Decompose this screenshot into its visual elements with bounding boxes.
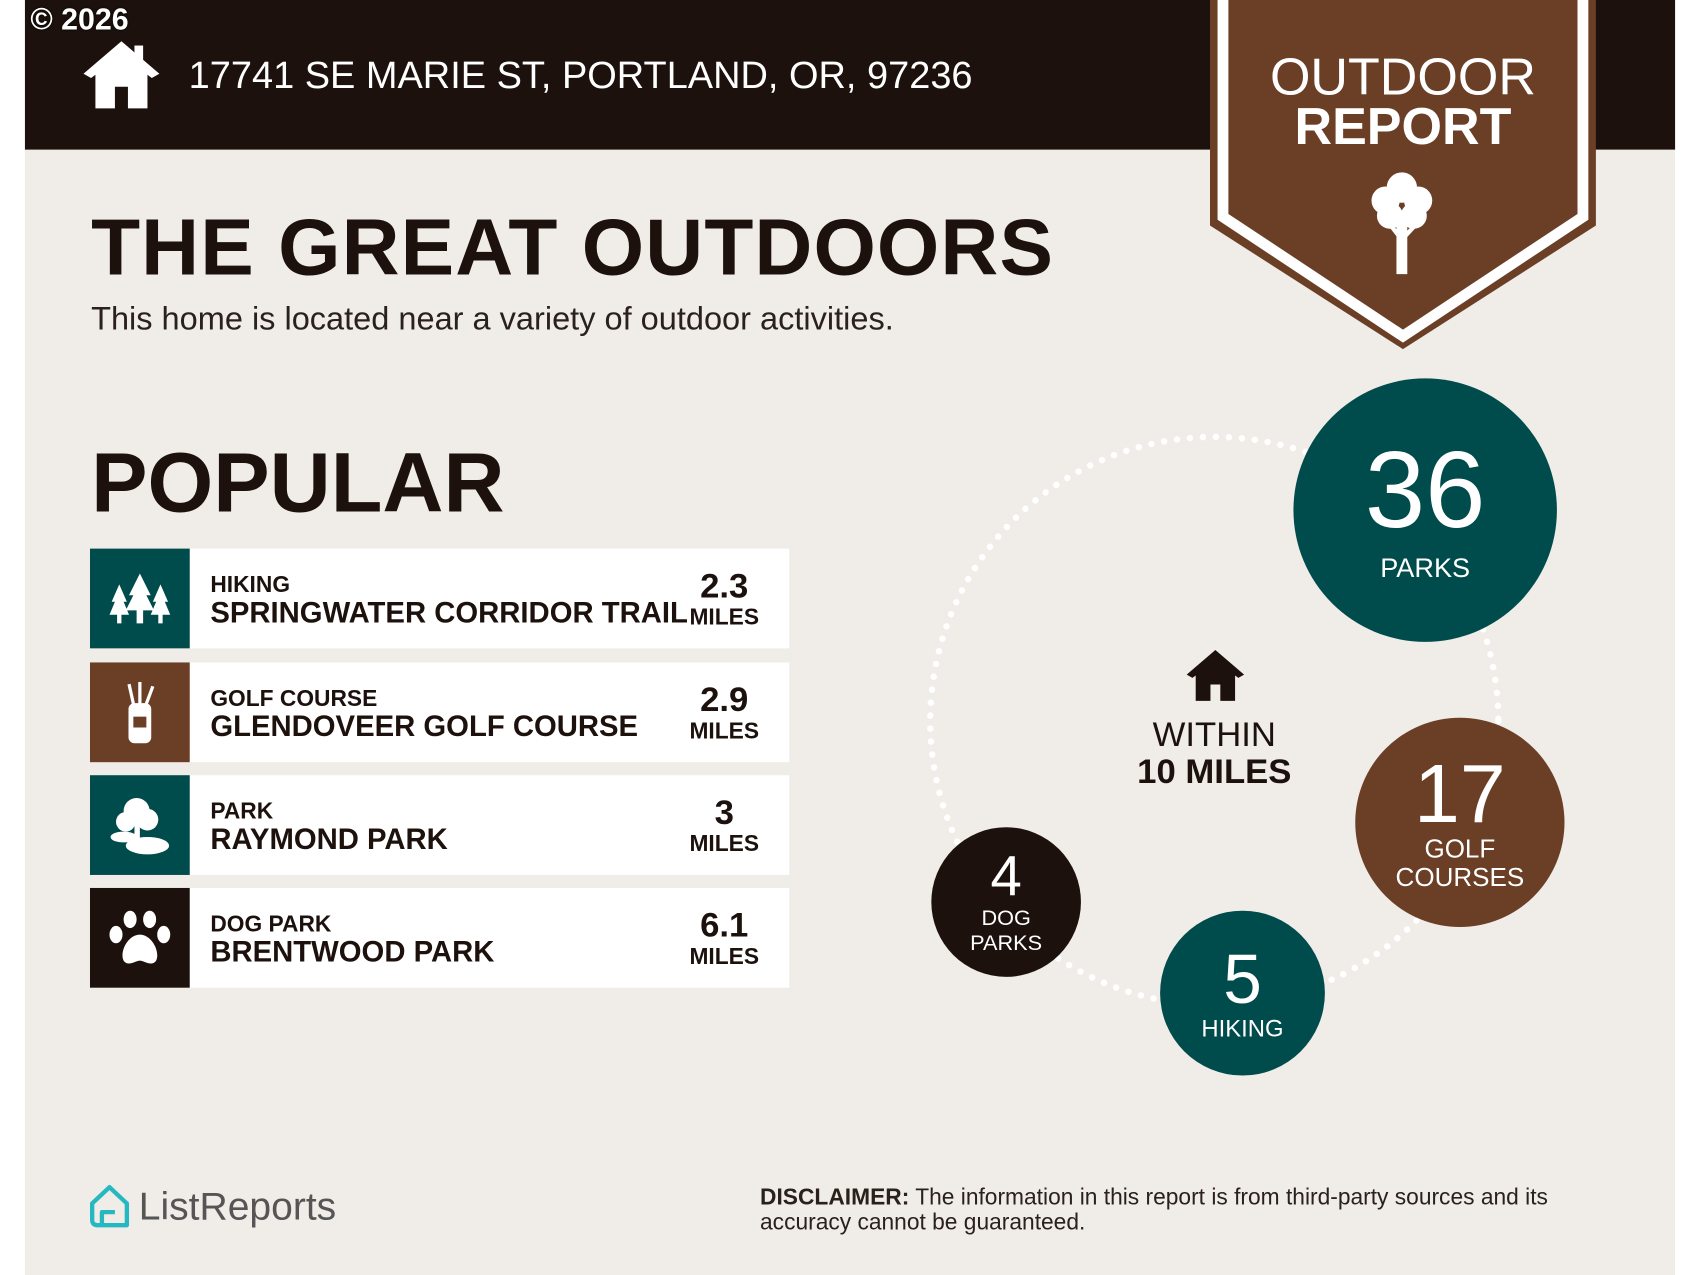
item-distance-unit: MILES <box>689 831 760 857</box>
tree-icon <box>1371 172 1433 275</box>
paw-icon <box>89 887 190 988</box>
page-subtitle: This home is located near a variety of o… <box>91 301 894 338</box>
page-title: THE GREAT OUTDOORS <box>91 201 1055 292</box>
count-value: 5 <box>1223 940 1262 1019</box>
count-label: PARKS <box>1380 552 1471 584</box>
item-category: GOLF COURSE <box>210 686 378 712</box>
item-distance-unit: MILES <box>689 604 760 630</box>
count-label: GOLF COURSES <box>1395 834 1525 892</box>
item-distance-unit: MILES <box>689 718 760 744</box>
count-value: 4 <box>990 845 1022 909</box>
listreports-logo[interactable]: ListReports <box>89 1184 336 1230</box>
item-distance: 3 <box>714 792 734 832</box>
item-distance: 2.9 <box>700 679 749 719</box>
item-name: SPRINGWATER CORRIDOR TRAIL <box>210 596 688 629</box>
within-line1: WITHIN <box>1152 714 1276 754</box>
trees-icon <box>89 548 190 649</box>
count-golf-courses: 17 GOLF COURSES <box>1355 717 1565 927</box>
home-icon-center <box>1186 650 1245 701</box>
count-hiking: 5 HIKING <box>1160 910 1325 1076</box>
brand-name: ListReports <box>138 1183 337 1229</box>
item-distance: 6.1 <box>700 905 749 945</box>
item-name: RAYMOND PARK <box>210 822 448 856</box>
disclaimer-text: The information in this report is from t… <box>760 1185 1548 1235</box>
badge-title-line1: OUTDOOR <box>1269 48 1536 107</box>
popular-item[interactable]: HIKING SPRINGWATER CORRIDOR TRAIL 2.3 MI… <box>89 548 790 649</box>
property-address: 17741 SE MARIE ST, PORTLAND, OR, 97236 <box>188 54 973 97</box>
popular-item[interactable]: PARK RAYMOND PARK 3 MILES <box>89 775 790 875</box>
popular-item[interactable]: GOLF COURSE GLENDOVEER GOLF COURSE 2.9 M… <box>89 662 790 763</box>
park-icon <box>89 775 190 875</box>
item-category: HIKING <box>210 572 291 598</box>
popular-item[interactable]: DOG PARK BRENTWOOD PARK 6.1 MILES <box>89 887 790 988</box>
item-name: GLENDOVEER GOLF COURSE <box>210 710 639 743</box>
popular-heading: POPULAR <box>91 434 505 531</box>
item-distance-unit: MILES <box>689 944 760 970</box>
within-label: WITHIN 10 MILES <box>1106 716 1323 790</box>
within-line2: 10 MILES <box>1137 751 1292 791</box>
copyright: © 2026 <box>30 2 129 36</box>
listreports-logo-icon <box>89 1185 130 1228</box>
count-parks: 36 PARKS <box>1293 378 1557 642</box>
item-name: BRENTWOOD PARK <box>210 935 495 969</box>
item-category: PARK <box>210 799 274 824</box>
disclaimer-label: DISCLAIMER: <box>760 1185 910 1210</box>
badge-title-line2: REPORT <box>1294 98 1512 157</box>
count-dog-parks: 4 DOG PARKS <box>931 827 1081 977</box>
golf-bag-icon <box>89 662 190 763</box>
item-category: DOG PARK <box>210 911 332 937</box>
count-value: 17 <box>1414 747 1506 840</box>
count-label: DOG PARKS <box>970 906 1043 956</box>
home-icon <box>83 41 160 109</box>
disclaimer: DISCLAIMER: The information in this repo… <box>760 1185 1627 1235</box>
item-distance: 2.3 <box>700 565 749 605</box>
count-label: HIKING <box>1201 1014 1284 1042</box>
count-value: 36 <box>1364 429 1486 551</box>
